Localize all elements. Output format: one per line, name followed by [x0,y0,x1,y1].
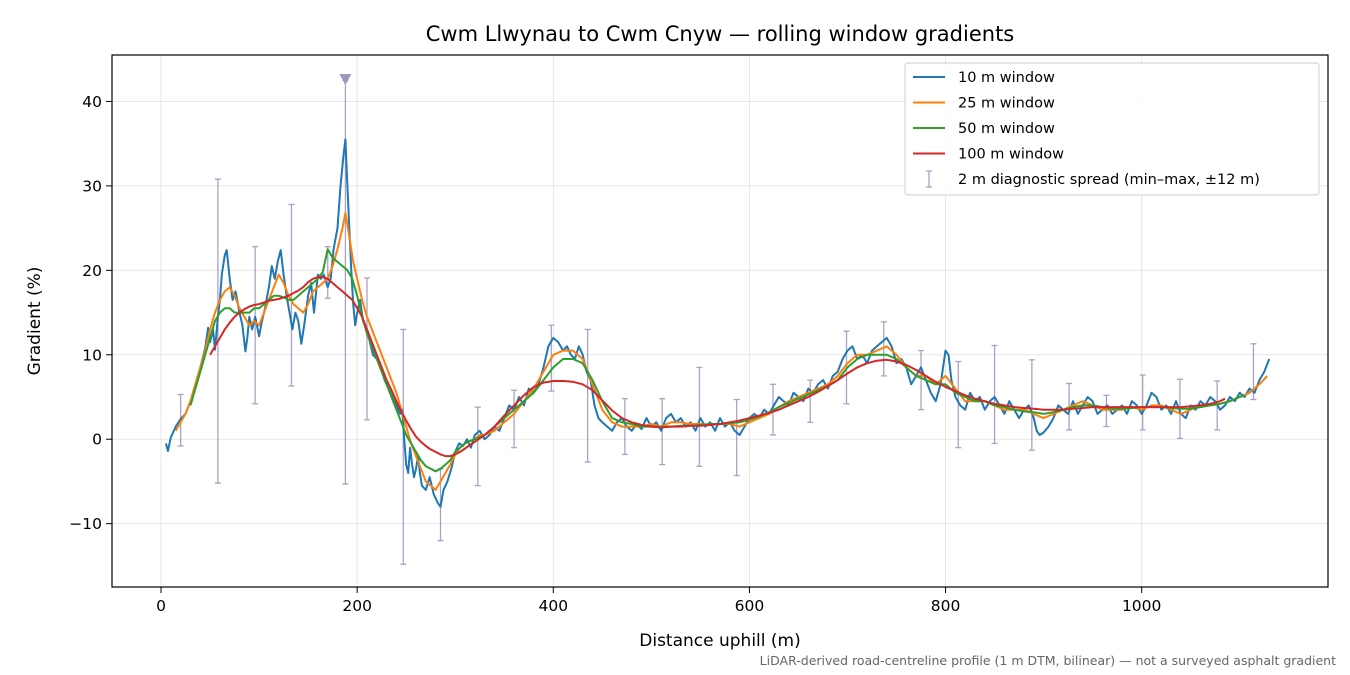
x-tick-label: 1000 [1122,597,1161,615]
error-bar [918,349,925,411]
y-tick-label: 0 [92,431,102,449]
error-bar [1103,394,1110,428]
error-bar [339,74,352,485]
legend-swatch [926,170,932,188]
error-bar [324,246,331,299]
y-tick-label: 10 [82,346,102,364]
error-bar [991,344,998,445]
x-tick-label: 0 [156,597,166,615]
axis-ticks: 0 200 400 600 800 1000 −10 0 10 20 30 40 [69,93,1161,615]
x-axis-label: Distance uphill (m) [639,631,800,651]
legend-label: 50 m window [958,121,1055,137]
chart-title: Cwm Llwynau to Cwm Cnyw — rolling window… [426,22,1015,46]
y-tick-label: 20 [82,262,102,280]
series-line-3 [189,248,1245,473]
x-tick-label: 600 [735,597,765,615]
error-bar [474,406,481,487]
plot-frame [111,54,1329,588]
error-bar [252,246,259,405]
clipped-value-marker [339,74,352,85]
series-lines [164,138,1271,508]
error-bar [214,178,221,484]
y-tick-label: −10 [69,515,102,533]
series-line-4 [209,276,1226,458]
y-tick-label: 40 [82,93,102,111]
footnote: LiDAR-derived road-centreline profile (1… [760,653,1336,668]
error-bar [584,328,591,463]
legend-label: 10 m window [958,70,1055,86]
legend-label: 100 m window [958,147,1064,163]
error-bar [400,328,407,565]
error-bar [807,379,814,423]
legend: 10 m window 25 m window 50 m window 100 m w… [904,62,1320,196]
error-bar [880,321,887,377]
legend-label: 25 m window [958,96,1055,112]
error-bar [1139,374,1146,431]
legend-box [904,62,1320,196]
legend-label: 2 m diagnostic spread (min–max, ±12 m) [958,172,1260,188]
error-bar [696,366,703,467]
error-bar [955,360,962,449]
x-tick-label: 400 [538,597,568,615]
error-bar [1028,359,1035,451]
error-bar [363,277,370,421]
x-tick-label: 200 [342,597,372,615]
error-bar [511,389,518,449]
y-tick-label: 30 [82,177,102,195]
x-tick-label: 800 [931,597,961,615]
error-bar [659,398,666,466]
error-bar [733,398,740,477]
series-line-2 [174,211,1268,491]
y-axis-label: Gradient (%) [25,267,45,376]
